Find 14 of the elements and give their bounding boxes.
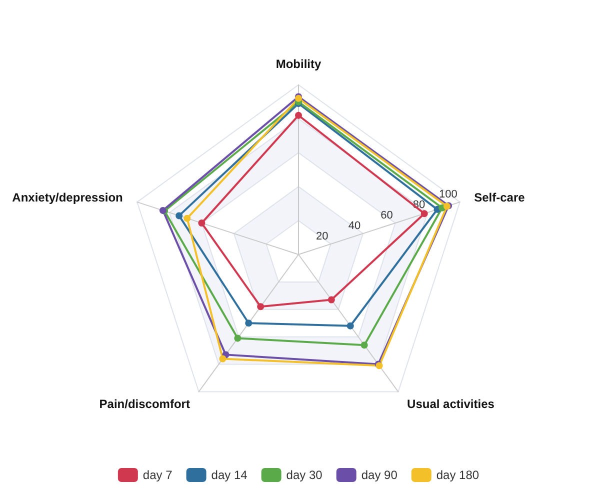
spoke-label: Anxiety/depression <box>12 190 123 204</box>
y-tick-label: 40 <box>348 220 361 232</box>
legend-label: day 180 <box>436 468 480 482</box>
y-tick-label: 60 <box>380 209 393 222</box>
y-tick-label: 20 <box>316 230 328 242</box>
spoke-label: Pain/discomfort <box>99 396 190 411</box>
legend-label: day 30 <box>286 468 323 482</box>
legend-label: day 14 <box>211 468 248 482</box>
spoke-label: Usual activities <box>407 396 495 411</box>
spoke-label: Self-care <box>474 190 526 204</box>
legend-label: day 90 <box>361 468 398 482</box>
y-tick-label: 100 <box>439 188 458 200</box>
spoke-label: Mobility <box>276 56 322 71</box>
legend-label: day 7 <box>142 468 173 482</box>
